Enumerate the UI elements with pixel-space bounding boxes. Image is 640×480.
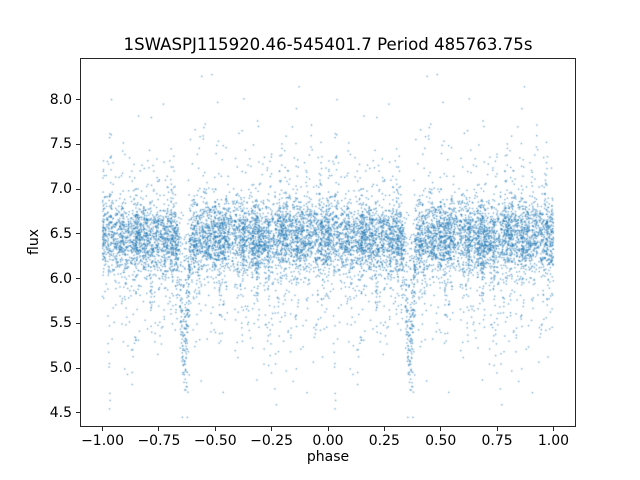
x-tick-mark: [383, 427, 385, 432]
y-tick-mark: [76, 322, 80, 324]
y-tick-mark: [76, 99, 80, 101]
x-axis-label: phase: [306, 449, 350, 465]
y-tick-mark: [76, 233, 80, 235]
x-tick-mark: [552, 427, 554, 432]
y-tick-label: 8.0: [49, 91, 72, 108]
x-tick-label: −1.00: [81, 432, 124, 449]
x-tick-mark: [440, 427, 442, 432]
x-tick-mark: [496, 427, 498, 432]
y-tick-mark: [76, 367, 80, 369]
y-tick-label: 4.5: [49, 404, 72, 421]
y-tick-label: 5.0: [49, 360, 72, 377]
x-tick-label: 0.50: [425, 432, 457, 449]
x-tick-mark: [271, 427, 273, 432]
x-tick-label: −0.25: [250, 432, 294, 449]
x-tick-label: −0.50: [193, 432, 237, 449]
x-tick-label: 0.75: [481, 432, 513, 449]
x-tick-mark: [327, 427, 329, 432]
y-axis-label: flux: [26, 229, 42, 255]
y-tick-label: 7.5: [49, 136, 72, 153]
x-tick-label: 0.00: [312, 432, 344, 449]
y-tick-mark: [76, 188, 80, 190]
y-tick-label: 7.0: [49, 181, 72, 198]
x-tick-mark: [158, 427, 160, 432]
y-tick-mark: [76, 412, 80, 414]
chart-title: 1SWASPJ115920.46-545401.7 Period 485763.…: [123, 35, 533, 54]
y-tick-label: 6.5: [49, 225, 72, 242]
x-tick-label: −0.75: [137, 432, 181, 449]
x-tick-mark: [102, 427, 104, 432]
y-tick-mark: [76, 278, 80, 280]
x-tick-label: 1.00: [537, 432, 570, 449]
x-tick-mark: [214, 427, 216, 432]
y-tick-label: 5.5: [49, 315, 72, 332]
y-tick-label: 6.0: [49, 270, 72, 287]
y-tick-mark: [76, 143, 80, 145]
x-tick-label: 0.25: [368, 432, 400, 449]
